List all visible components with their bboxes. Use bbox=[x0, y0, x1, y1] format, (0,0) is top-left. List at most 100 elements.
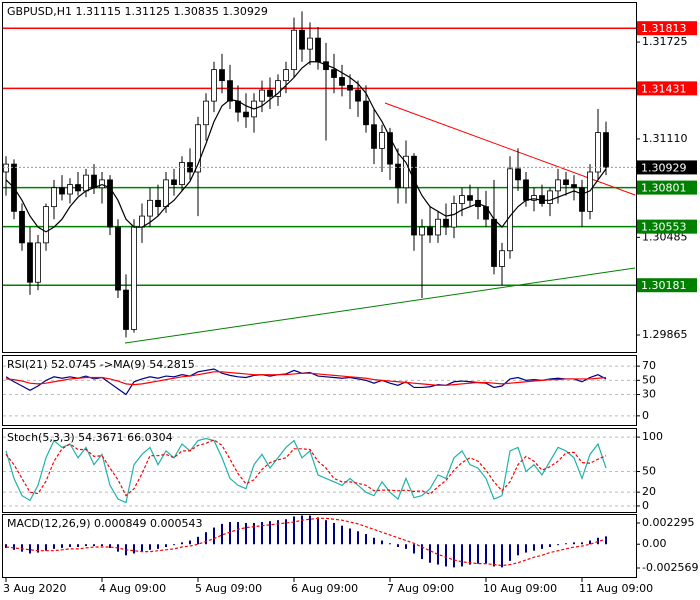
candle-body bbox=[43, 206, 49, 244]
candle-body bbox=[27, 242, 33, 283]
candle-body bbox=[75, 184, 81, 192]
level-tag bbox=[637, 219, 697, 234]
macd-bar bbox=[389, 543, 391, 545]
candle-body bbox=[371, 124, 377, 149]
macd-bar bbox=[325, 520, 327, 545]
candle-body bbox=[467, 195, 473, 201]
candle-body bbox=[163, 179, 169, 208]
macd-bar bbox=[261, 522, 263, 545]
candle-body bbox=[595, 132, 601, 173]
macd-bar bbox=[357, 531, 359, 545]
candle-body bbox=[35, 242, 41, 283]
candle-body bbox=[531, 195, 537, 201]
macd-bar bbox=[581, 542, 583, 545]
level-label: 1.30553 bbox=[641, 221, 687, 234]
macd-bar bbox=[301, 515, 303, 545]
candle-body bbox=[83, 174, 89, 192]
stoch-panel bbox=[2, 428, 637, 513]
macd-bar bbox=[53, 544, 55, 549]
main-panel bbox=[2, 2, 637, 353]
candle-body bbox=[571, 184, 577, 189]
candle-body bbox=[91, 174, 97, 189]
candle-body bbox=[547, 190, 553, 204]
macd-bar bbox=[365, 534, 367, 545]
candle-body bbox=[339, 77, 345, 86]
candle-body bbox=[435, 218, 441, 236]
y-tick-label: 50 bbox=[642, 373, 656, 386]
macd-bar bbox=[557, 544, 559, 546]
macd-bar bbox=[509, 544, 511, 561]
y-tick-label: 0 bbox=[642, 499, 649, 512]
candle-body bbox=[155, 199, 161, 208]
candle-body bbox=[507, 168, 513, 252]
macd-bar bbox=[77, 544, 79, 548]
macd-bar bbox=[69, 544, 71, 548]
macd-bar bbox=[173, 544, 175, 546]
level-label: 1.30801 bbox=[641, 182, 687, 195]
macd-bar bbox=[405, 544, 407, 549]
macd-bar bbox=[493, 544, 495, 567]
macd-bar bbox=[221, 523, 223, 545]
macd-bar bbox=[413, 544, 415, 554]
candle-body bbox=[499, 250, 505, 267]
candle-body bbox=[387, 132, 393, 165]
macd-bar bbox=[485, 544, 487, 564]
y-tick-label: 1.31725 bbox=[642, 35, 688, 48]
macd-bar bbox=[429, 544, 431, 563]
candle-body bbox=[243, 111, 249, 118]
panel-title: GBPUSD,H1 1.31115 1.31125 1.30835 1.3092… bbox=[7, 5, 268, 18]
macd-bar bbox=[541, 544, 543, 549]
panel-title: RSI(21) 52.0745 ->MA(9) 54.2815 bbox=[7, 358, 195, 371]
x-tick-label: 7 Aug 09:00 bbox=[387, 582, 454, 595]
candle-body bbox=[107, 179, 113, 228]
candle-body bbox=[267, 89, 273, 97]
macd-bar bbox=[245, 522, 247, 545]
macd-bar bbox=[605, 536, 607, 545]
candle-body bbox=[211, 69, 217, 102]
macd-panel bbox=[2, 514, 637, 578]
candle-body bbox=[523, 179, 529, 201]
rsi-panel bbox=[2, 355, 637, 426]
candle-body bbox=[123, 289, 129, 330]
x-tick-label: 3 Aug 2020 bbox=[3, 582, 66, 595]
candle-body bbox=[3, 163, 9, 173]
candle-body bbox=[259, 89, 265, 102]
macd-bar bbox=[5, 544, 7, 548]
candle-body bbox=[299, 29, 305, 50]
indicator-line bbox=[5, 371, 607, 386]
macd-bar bbox=[277, 520, 279, 545]
candle-body bbox=[171, 179, 177, 185]
macd-bar bbox=[589, 540, 591, 545]
y-tick-label: 0 bbox=[642, 409, 649, 422]
candle-body bbox=[59, 187, 65, 195]
candle-body bbox=[307, 37, 313, 50]
macd-bar bbox=[317, 517, 319, 545]
y-tick-label: 70 bbox=[642, 359, 656, 372]
y-tick-label: 30 bbox=[642, 388, 656, 401]
macd-bar bbox=[285, 519, 287, 545]
macd-bar bbox=[421, 544, 423, 560]
level-label: 1.31813 bbox=[641, 22, 687, 35]
macd-bar bbox=[157, 544, 159, 549]
candle-body bbox=[515, 168, 521, 181]
candle-body bbox=[491, 218, 497, 267]
macd-bar bbox=[501, 544, 503, 568]
trend-line-red bbox=[384, 102, 636, 196]
macd-bar bbox=[37, 544, 39, 553]
y-tick-label: 0.002295 bbox=[642, 516, 695, 529]
macd-bar bbox=[165, 544, 167, 548]
macd-bar bbox=[525, 544, 527, 553]
candle-body bbox=[395, 163, 401, 189]
macd-bar bbox=[141, 544, 143, 552]
candle-body bbox=[99, 179, 105, 189]
y-tick-label: 1.31110 bbox=[642, 132, 688, 145]
macd-bar bbox=[373, 537, 375, 545]
macd-bar bbox=[213, 527, 215, 545]
macd-bar bbox=[189, 540, 191, 545]
y-tick-label: 50 bbox=[642, 465, 656, 478]
macd-bar bbox=[549, 544, 551, 548]
macd-bar bbox=[437, 544, 439, 565]
macd-bar bbox=[293, 516, 295, 545]
candle-body bbox=[115, 226, 121, 291]
